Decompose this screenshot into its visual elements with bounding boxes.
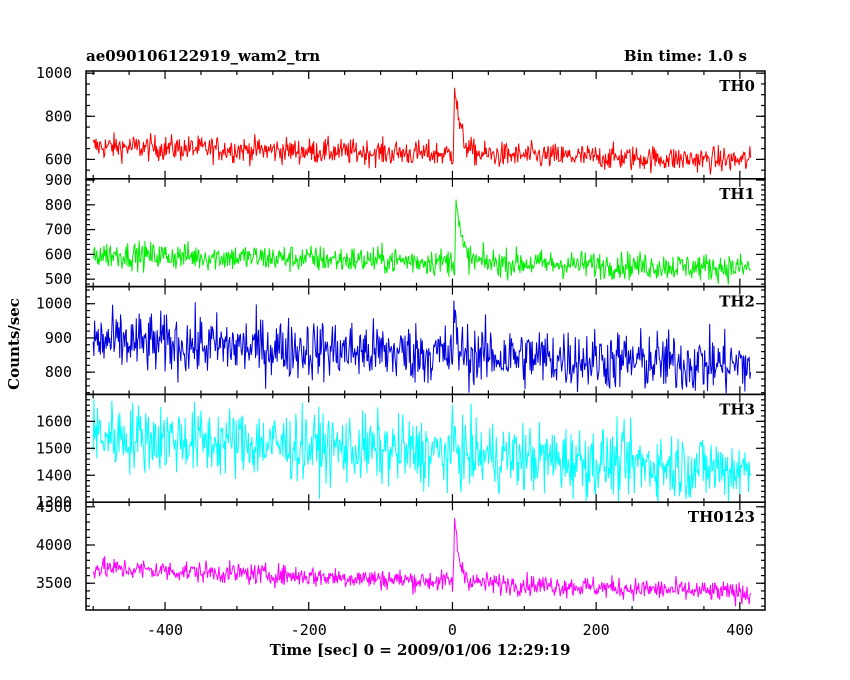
- panel-th0: 600 800 1000 TH0: [36, 64, 766, 180]
- panel-th0123: 3500 4000 4500 TH0123: [36, 498, 766, 611]
- bin-time-label: Bin time: 1.0 s: [624, 47, 747, 65]
- series-line-th1: [92, 199, 752, 285]
- x-tick-label: 400: [726, 621, 753, 639]
- panel-label: TH0123: [688, 508, 755, 526]
- y-tick-label: 800: [45, 363, 72, 381]
- y-tick-label: 900: [45, 171, 72, 189]
- y-tick-label: 600: [45, 245, 72, 263]
- y-tick-label: 900: [45, 329, 72, 347]
- y-tick-label: 1300: [36, 493, 72, 511]
- y-tick-label: 1600: [36, 412, 72, 430]
- series-line-th0123: [92, 517, 752, 607]
- y-tick-label: 700: [45, 221, 72, 239]
- panel-th2: 800 900 1000 TH2: [36, 285, 766, 396]
- panel-label: TH3: [719, 400, 755, 418]
- y-tick-label: 1000: [36, 295, 72, 313]
- panel-label: TH2: [719, 293, 755, 311]
- y-tick-label: 500: [45, 270, 72, 288]
- y-tick-label: 1400: [36, 466, 72, 484]
- panel-th1: 500 600 700 800 900 TH1: [45, 171, 766, 288]
- y-tick-label: 3500: [36, 574, 72, 592]
- y-axis-label: Counts/sec: [5, 298, 23, 390]
- x-axis-label: Time [sec] 0 = 2009/01/06 12:29:19: [270, 641, 571, 659]
- y-tick-label: 1500: [36, 439, 72, 457]
- y-tick-label: 800: [45, 107, 72, 125]
- panel-th3: 1300 1400 1500 1600 TH3: [36, 393, 766, 511]
- series-line-th3: [92, 399, 752, 503]
- x-tick-label: -200: [291, 621, 327, 639]
- panel-label: TH0: [719, 77, 755, 95]
- y-tick-label: 600: [45, 150, 72, 168]
- panels-group: 600 800 1000 TH0 500 600 700 800 900 TH1 800 900 100…: [36, 64, 766, 639]
- y-tick-label: 4500: [36, 498, 72, 516]
- series-line-th0: [92, 87, 752, 175]
- chart-title: ae090106122919_wam2_trn: [86, 47, 320, 65]
- panel-label: TH1: [719, 185, 755, 203]
- panel-frame: [85, 178, 766, 288]
- x-tick-label: 0: [448, 621, 457, 639]
- series-line-th2: [92, 300, 752, 394]
- x-tick-label: -400: [147, 621, 183, 639]
- panel-frame: [85, 501, 766, 611]
- y-tick-label: 4000: [36, 536, 72, 554]
- x-tick-label: 200: [583, 621, 610, 639]
- y-tick-label: 800: [45, 196, 72, 214]
- y-tick-label: 1000: [36, 64, 72, 82]
